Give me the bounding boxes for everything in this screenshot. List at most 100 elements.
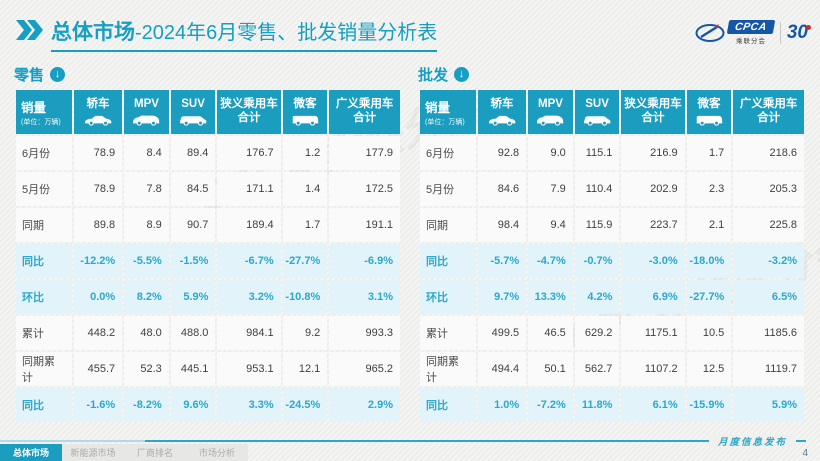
data-cell: 2.1 (686, 208, 732, 242)
data-cell: 5.9% (733, 388, 804, 422)
data-cell: 993.3 (329, 316, 400, 350)
data-cell: 223.7 (621, 208, 685, 242)
header: 总体市场-2024年6月零售、批发销量分析表 CPCA 乘联分会 30 (16, 16, 812, 54)
data-cell: 6.1% (621, 388, 685, 422)
table-row: 同期 89.8 8.9 90.7 189.4 1.7 191.1 (16, 208, 400, 242)
data-cell: 8.2% (124, 280, 169, 314)
data-cell: 7.8 (124, 172, 169, 206)
data-cell: 953.1 (217, 352, 281, 386)
row-label: 6月份 (16, 136, 72, 170)
tab-manufacturer-ranking[interactable]: 厂商排名 (136, 448, 173, 458)
data-cell: 84.5 (170, 172, 216, 206)
tab-nev-market[interactable]: 新能源市场 (70, 448, 116, 458)
wholesale-section-head: 批发 ↓ (418, 62, 806, 86)
sales-volume-header: 销量 (单位：万辆) (16, 90, 72, 134)
table-row: 同比 -12.2% -5.5% -1.5% -6.7% -27.7% -6.9% (16, 244, 400, 278)
table-row: 环比 0.0% 8.2% 5.9% 3.2% -10.8% 3.1% (16, 280, 400, 314)
data-cell: 1175.1 (621, 316, 685, 350)
row-label: 环比 (420, 280, 476, 314)
data-cell: 13.3% (528, 280, 573, 314)
double-chevron-icon (16, 20, 44, 45)
data-cell: -7.2% (528, 388, 573, 422)
wholesale-section-label: 批发 (418, 66, 449, 84)
footer-rule (0, 440, 806, 442)
column-header-narrow-pv-total: 狭义乘用车 合计 (217, 90, 281, 134)
header-row: 销量 (单位：万辆) 轿车 MPV SUV 狭义乘用车 合计 微客 广义乘用车 合计 (16, 90, 400, 134)
data-cell: -6.9% (329, 244, 400, 278)
data-cell: 8.4 (124, 136, 169, 170)
table-row: 同期 98.4 9.4 115.9 223.7 2.1 225.8 (420, 208, 804, 242)
data-cell: 455.7 (73, 352, 123, 386)
data-cell: -10.8% (282, 280, 328, 314)
data-cell: -27.7% (686, 280, 732, 314)
table-row: 6月份 78.9 8.4 89.4 176.7 1.2 177.9 (16, 136, 400, 170)
row-label: 同比 (16, 244, 72, 278)
page-title: 总体市场-2024年6月零售、批发销量分析表 (51, 16, 438, 52)
data-cell: 9.6% (170, 388, 216, 422)
sales-volume-header: 销量 (单位：万辆) (420, 90, 476, 134)
data-cell: 448.2 (73, 316, 123, 350)
tab-market-analysis[interactable]: 市场分析 (198, 448, 235, 458)
row-label: 5月份 (420, 172, 476, 206)
data-cell: 12.1 (282, 352, 328, 386)
data-cell: 1185.6 (733, 316, 804, 350)
data-cell: 84.6 (477, 172, 527, 206)
data-cell: 1.7 (686, 136, 732, 170)
data-cell: 2.3 (686, 172, 732, 206)
data-cell: 3.1% (329, 280, 400, 314)
data-cell: 1.4 (282, 172, 328, 206)
data-cell: 1.2 (282, 136, 328, 170)
retail-section-head: 零售 ↓ (14, 62, 402, 86)
data-cell: 7.9 (528, 172, 573, 206)
data-cell: 1.0% (477, 388, 527, 422)
microvan-icon (687, 114, 732, 126)
column-header-sedan: 轿车 (73, 90, 123, 134)
down-arrow-icon: ↓ (454, 66, 470, 82)
retail-table: 销量 (单位：万辆) 轿车 MPV SUV 狭义乘用车 合计 微客 广义乘用车 合计 6月份 78.9… (14, 88, 402, 424)
logo-area: CPCA 乘联分会 30 (695, 16, 812, 45)
data-cell: 89.4 (170, 136, 216, 170)
anniversary-30-logo: 30 (786, 21, 812, 43)
data-cell: -1.5% (170, 244, 216, 278)
publish-label: 月度信息发布 (708, 434, 796, 448)
page-number: 4 (802, 448, 808, 459)
data-cell: 89.8 (73, 208, 123, 242)
table-row: 环比 9.7% 13.3% 4.2% 6.9% -27.7% 6.5% (420, 280, 804, 314)
data-cell: 225.8 (733, 208, 804, 242)
data-cell: -6.7% (217, 244, 281, 278)
data-cell: 11.8% (574, 388, 620, 422)
data-cell: 629.2 (574, 316, 620, 350)
row-label: 累计 (420, 316, 476, 350)
column-header-narrow-pv-total: 狭义乘用车 合计 (621, 90, 685, 134)
data-cell: -3.0% (621, 244, 685, 278)
data-cell: 218.6 (733, 136, 804, 170)
data-cell: 176.7 (217, 136, 281, 170)
data-cell: 3.2% (217, 280, 281, 314)
data-cell: 499.5 (477, 316, 527, 350)
column-header-microvan: 微客 (282, 90, 328, 134)
data-cell: -5.5% (124, 244, 169, 278)
column-header-mpv: MPV (124, 90, 169, 134)
data-cell: 50.1 (528, 352, 573, 386)
data-cell: 0.0% (73, 280, 123, 314)
table-row: 5月份 78.9 7.8 84.5 171.1 1.4 172.5 (16, 172, 400, 206)
wholesale-table: 销量 (单位：万辆) 轿车 MPV SUV 狭义乘用车 合计 微客 广义乘用车 合计 6月份 92.8… (418, 88, 806, 424)
data-cell: -27.7% (282, 244, 328, 278)
data-cell: 98.4 (477, 208, 527, 242)
table-row: 6月份 92.8 9.0 115.1 216.9 1.7 218.6 (420, 136, 804, 170)
tab-overall-market[interactable]: 总体市场 (0, 444, 62, 461)
cpca-logo: CPCA 乘联分会 (695, 20, 776, 45)
row-label: 同期累计 (420, 352, 476, 386)
data-cell: 171.1 (217, 172, 281, 206)
row-label: 累计 (16, 316, 72, 350)
table-row: 同期累计 494.4 50.1 562.7 1107.2 12.5 1119.7 (420, 352, 804, 386)
data-cell: 8.9 (124, 208, 169, 242)
column-header-suv: SUV (170, 90, 216, 134)
cpca-oval-icon (695, 23, 725, 42)
data-cell: 965.2 (329, 352, 400, 386)
row-label: 同比 (420, 388, 476, 422)
data-cell: 3.3% (217, 388, 281, 422)
mpv-icon (528, 114, 573, 126)
row-label: 同期 (420, 208, 476, 242)
